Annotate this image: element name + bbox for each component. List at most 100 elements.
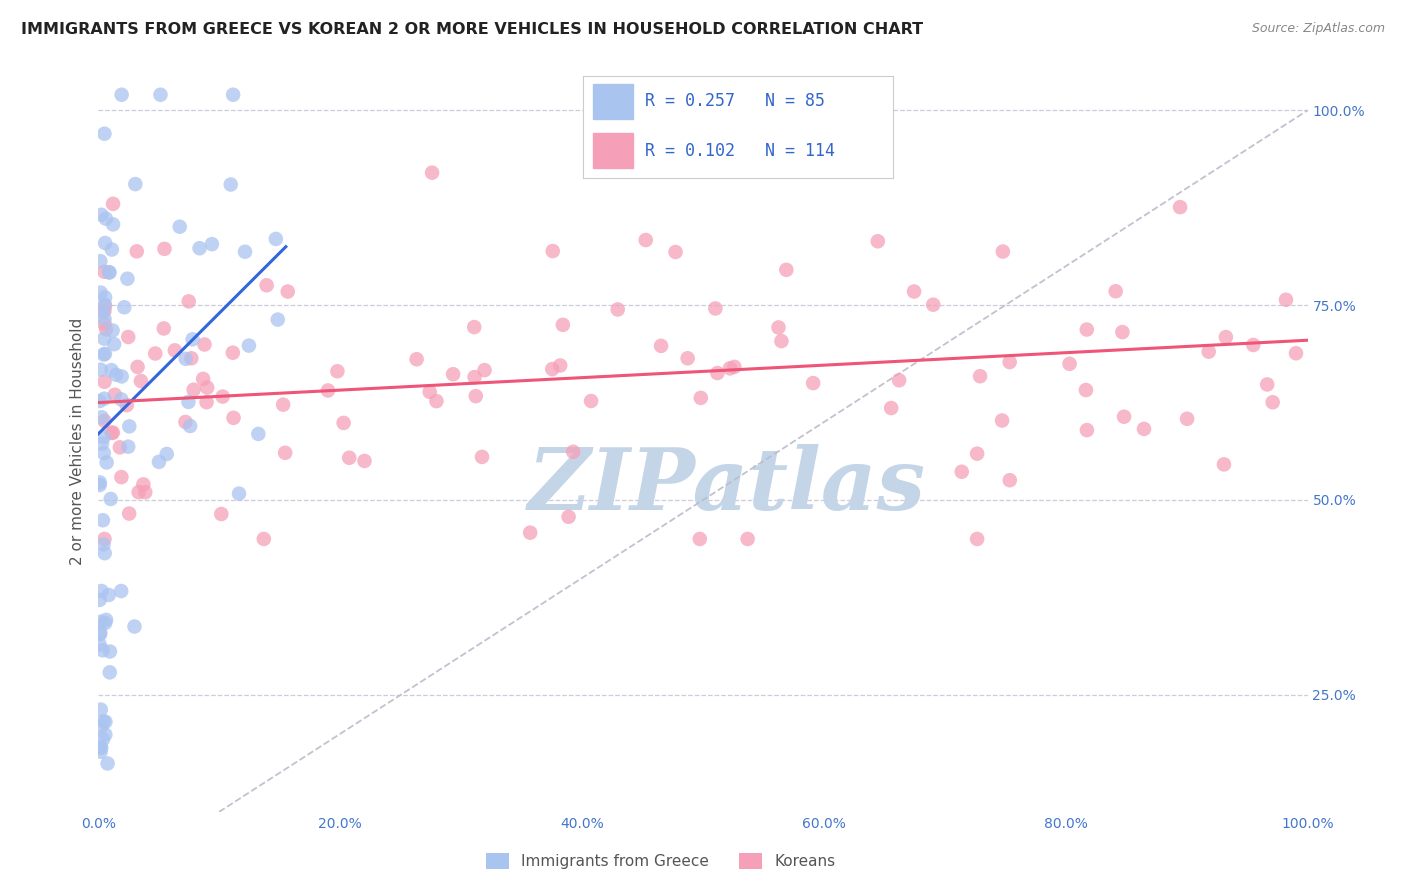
Point [464,389,486,403]
Point [153,242,176,256]
Point [118,507,141,521]
Point [98,665,121,680]
Point [228,486,250,500]
Point [233,244,256,259]
Text: ZIPatlas: ZIPatlas [529,444,927,528]
Point [111,87,134,102]
Point [101,197,124,211]
Point [110,392,132,407]
Point [110,470,132,484]
Point [100,363,122,377]
Point [253,532,276,546]
Point [969,369,991,384]
Point [1111,325,1133,339]
Point [156,447,179,461]
Point [181,332,204,346]
Legend: Immigrants from Greece, Koreans: Immigrants from Greece, Koreans [479,847,842,875]
Point [706,366,728,380]
Point [91,732,114,747]
Point [256,278,278,293]
Point [93,414,115,428]
Point [664,245,686,260]
Point [541,244,564,258]
Point [704,301,727,316]
Point [174,351,197,366]
Point [1285,346,1308,360]
Point [998,473,1021,487]
Point [100,425,122,440]
Point [222,345,245,359]
Point [94,727,117,741]
Point [117,330,139,344]
Point [101,218,124,232]
Point [124,619,146,633]
Point [89,638,111,652]
Point [91,513,114,527]
Point [405,352,427,367]
Point [89,475,111,490]
Point [129,374,152,388]
Point [93,317,115,331]
Text: IMMIGRANTS FROM GREECE VS KOREAN 2 OR MORE VEHICLES IN HOUSEHOLD CORRELATION CHA: IMMIGRANTS FROM GREECE VS KOREAN 2 OR MO… [21,22,924,37]
Point [222,410,245,425]
Point [193,337,215,351]
Point [91,305,114,319]
Point [90,208,112,222]
Point [474,363,496,377]
Point [108,441,131,455]
Point [110,584,132,599]
Point [90,745,112,759]
Point [104,388,127,402]
Y-axis label: 2 or more Vehicles in Household: 2 or more Vehicles in Household [70,318,86,566]
Point [579,394,602,409]
Point [90,285,112,300]
Point [201,237,224,252]
Point [90,703,112,717]
Point [634,233,657,247]
Point [316,384,339,398]
Point [117,271,139,285]
Point [1074,383,1097,397]
Point [219,178,242,192]
Point [174,415,197,429]
Point [1261,395,1284,409]
Point [1256,377,1278,392]
Point [125,244,148,259]
Point [163,343,186,358]
Point [887,373,910,387]
Point [117,440,139,454]
Point [98,644,121,658]
Point [519,525,541,540]
Point [211,390,233,404]
Point [90,615,112,629]
Point [90,362,112,376]
Point [271,398,294,412]
Point [922,298,945,312]
Point [441,368,464,382]
Point [115,398,138,412]
Point [557,509,579,524]
Point [551,318,574,332]
Point [903,285,925,299]
Bar [593,84,633,119]
Point [1059,357,1081,371]
Point [128,485,150,500]
Point [737,532,759,546]
Point [801,376,824,390]
Point [541,362,564,376]
Point [1105,284,1128,298]
Point [124,177,146,191]
Point [93,375,115,389]
Point [134,485,156,500]
Point [89,739,111,754]
Point [94,714,117,729]
Point [143,346,166,360]
Point [195,380,218,394]
Point [966,532,988,546]
Point [89,625,111,640]
Point [93,265,115,279]
Text: R = 0.102   N = 114: R = 0.102 N = 114 [645,142,835,160]
Point [1198,344,1220,359]
Point [238,338,260,352]
Point [966,447,988,461]
